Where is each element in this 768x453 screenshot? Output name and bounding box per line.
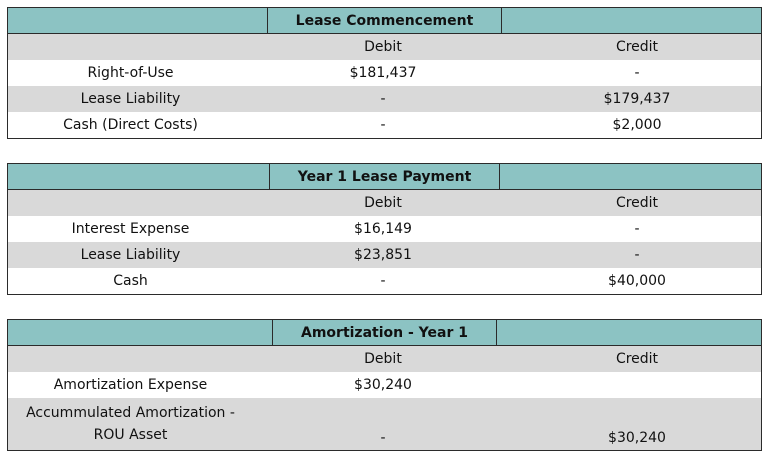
table-title: Year 1 Lease Payment bbox=[268, 164, 501, 189]
credit-cell: $30,240 bbox=[608, 430, 666, 446]
table-row: Lease Liability - $179,437 bbox=[8, 86, 761, 112]
column-header-row: Debit Credit bbox=[8, 190, 761, 216]
table-header: Amortization - Year 1 bbox=[8, 320, 761, 346]
lease-commencement-table: Lease Commencement Debit Credit Right-of… bbox=[7, 7, 762, 139]
column-header-row: Debit Credit bbox=[8, 346, 761, 372]
column-header-row: Debit Credit bbox=[8, 34, 761, 60]
year-1-lease-payment-table: Year 1 Lease Payment Debit Credit Intere… bbox=[7, 163, 762, 295]
amortization-year-1-table: Amortization - Year 1 Debit Credit Amort… bbox=[7, 319, 762, 451]
column-header-debit: Debit bbox=[364, 195, 402, 211]
column-header-debit: Debit bbox=[364, 351, 402, 367]
table-row: Lease Liability $23,851 - bbox=[8, 242, 761, 268]
credit-cell: $2,000 bbox=[612, 117, 662, 133]
debit-cell: $16,149 bbox=[354, 221, 412, 237]
account-cell: Amortization Expense bbox=[53, 377, 208, 393]
account-cell: Cash (Direct Costs) bbox=[63, 117, 198, 133]
table-header: Year 1 Lease Payment bbox=[8, 164, 761, 190]
column-header-credit: Credit bbox=[615, 39, 659, 55]
debit-cell: $23,851 bbox=[354, 247, 412, 263]
table-row: Interest Expense $16,149 - bbox=[8, 216, 761, 242]
column-header-credit: Credit bbox=[615, 351, 659, 367]
account-cell: Interest Expense bbox=[71, 221, 190, 237]
debit-cell: - bbox=[380, 273, 386, 289]
column-header-debit: Debit bbox=[364, 39, 402, 55]
credit-cell: - bbox=[634, 65, 640, 81]
credit-cell: $179,437 bbox=[603, 91, 671, 107]
column-header-credit: Credit bbox=[615, 195, 659, 211]
account-cell: Cash bbox=[113, 273, 148, 289]
table-row: Accummulated Amortization - ROU Asset - … bbox=[8, 398, 761, 450]
table-row: Amortization Expense $30,240 bbox=[8, 372, 761, 398]
table-title: Lease Commencement bbox=[266, 8, 503, 33]
account-cell: Lease Liability bbox=[80, 91, 181, 107]
account-cell: Accummulated Amortization - ROU Asset bbox=[8, 402, 253, 446]
debit-cell: $30,240 bbox=[354, 377, 412, 393]
table-row: Right-of-Use $181,437 - bbox=[8, 60, 761, 86]
account-cell: Right-of-Use bbox=[87, 65, 174, 81]
account-line-2: ROU Asset bbox=[93, 427, 168, 443]
debit-cell: $181,437 bbox=[349, 65, 417, 81]
debit-cell: - bbox=[380, 430, 386, 446]
debit-cell: - bbox=[380, 91, 386, 107]
debit-cell: - bbox=[380, 117, 386, 133]
account-line-1: Accummulated Amortization - bbox=[26, 405, 235, 421]
credit-cell: - bbox=[634, 221, 640, 237]
account-cell: Lease Liability bbox=[80, 247, 181, 263]
table-row: Cash - $40,000 bbox=[8, 268, 761, 294]
table-title: Amortization - Year 1 bbox=[272, 320, 497, 345]
credit-cell: - bbox=[634, 247, 640, 263]
table-row: Cash (Direct Costs) - $2,000 bbox=[8, 112, 761, 138]
credit-cell: $40,000 bbox=[608, 273, 666, 289]
table-header: Lease Commencement bbox=[8, 8, 761, 34]
